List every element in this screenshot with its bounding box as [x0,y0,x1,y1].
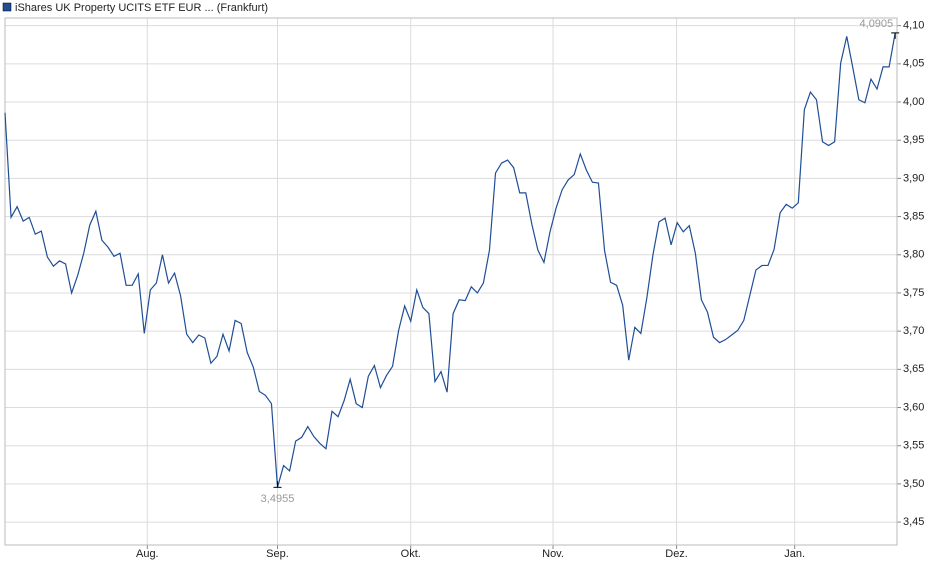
y-tick-label: 4,00 [903,96,924,108]
legend-swatch [2,2,12,12]
y-tick-label: 3,65 [903,363,924,375]
x-tick-label: Okt. [401,548,421,560]
y-tick-label: 3,60 [903,401,924,413]
y-tick-label: 3,80 [903,249,924,261]
y-tick-label: 3,55 [903,440,924,452]
y-tick-label: 3,95 [903,134,924,146]
plot-frame [4,17,898,546]
y-tick-label: 3,85 [903,210,924,222]
x-tick-label: Jan. [784,548,805,560]
y-tick-label: 3,75 [903,287,924,299]
y-tick-label: 4,10 [903,20,924,32]
x-tick-label: Nov. [542,548,564,560]
y-tick-label: 3,70 [903,325,924,337]
y-tick-label: 3,90 [903,172,924,184]
y-tick-label: 3,45 [903,516,924,528]
x-tick-label: Aug. [136,548,159,560]
chart-title: iShares UK Property UCITS ETF EUR ... (F… [15,2,268,14]
x-tick-label: Sep. [266,548,289,560]
y-tick-label: 4,05 [903,58,924,70]
y-tick-label: 3,50 [903,478,924,490]
annotation-label: 4,0905 [860,18,894,30]
price-line [4,32,896,488]
x-tick-label: Dez. [665,548,688,560]
annotation-label: 3,4955 [261,493,295,505]
